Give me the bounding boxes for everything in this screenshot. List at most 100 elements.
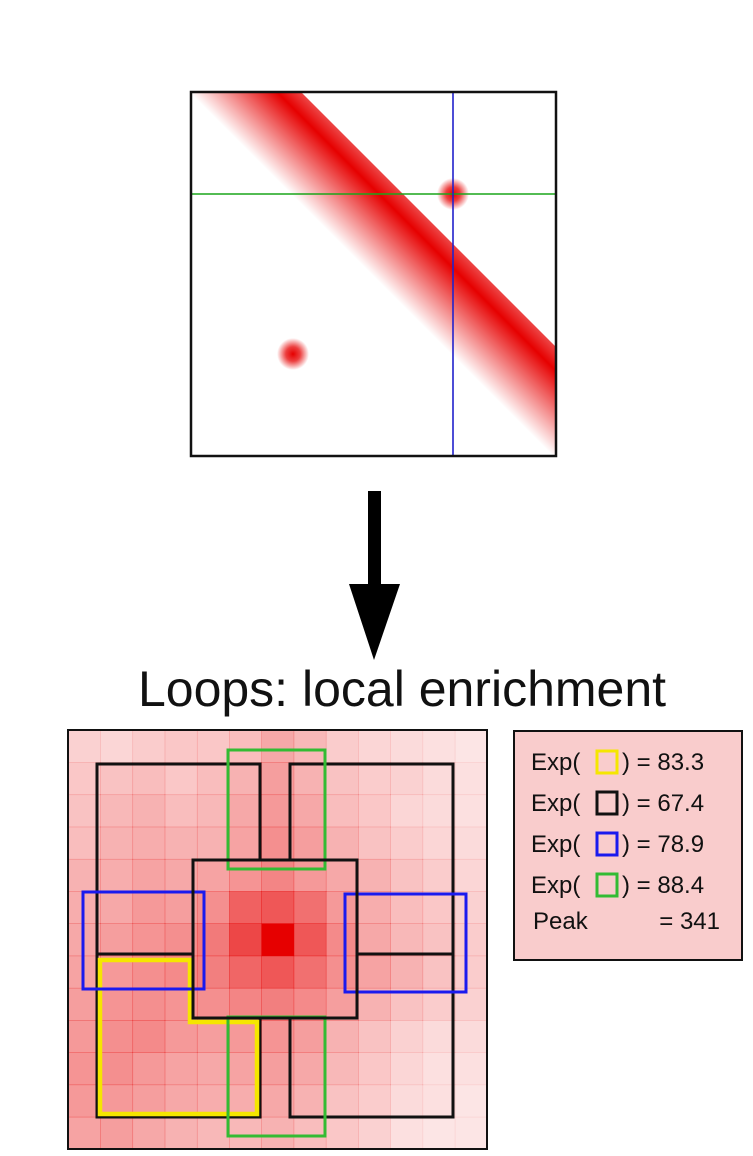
heatmap-cell [293, 762, 327, 796]
heatmap-cell [229, 891, 262, 924]
heatmap-cell [454, 858, 488, 892]
heatmap-cell [390, 1052, 424, 1086]
heatmap-cell [358, 891, 391, 924]
heatmap-cell [261, 955, 295, 989]
heatmap-cell [196, 1020, 230, 1053]
heatmap-cell [293, 794, 327, 828]
heatmap-cell [261, 858, 295, 892]
svg-text:Exp(: Exp( [531, 872, 580, 899]
heatmap-cell [454, 1020, 488, 1053]
horizontal-box-right [343, 892, 468, 994]
heatmap-cell [196, 826, 230, 860]
heatmap-cell [422, 1020, 456, 1053]
heatmap-cell [132, 891, 166, 924]
heatmap-cell [196, 762, 230, 796]
heatmap-cell [132, 1116, 166, 1150]
heatmap-cell [454, 826, 488, 860]
svg-text:Exp(: Exp( [531, 749, 580, 776]
heatmap-cell [454, 1116, 488, 1150]
caption: Loops: local enrichment [138, 661, 666, 717]
heatmap-cell [68, 1116, 101, 1150]
heatmap-cell [325, 1052, 359, 1086]
heatmap-cell [68, 1020, 101, 1053]
legend-swatch-green [595, 872, 619, 898]
heatmap-cell [293, 987, 327, 1021]
heatmap-cell [164, 794, 198, 828]
heatmap-cell [229, 826, 262, 860]
heatmap-cell [229, 955, 262, 989]
heatmap-cell [390, 730, 424, 763]
legend: Exp( ) = 83.3 Exp( ) = 67.4 Exp( ) = 78.… [513, 730, 743, 961]
heatmap-cell [422, 1052, 456, 1086]
heatmap-cell [100, 1116, 134, 1150]
heatmap-cell [100, 762, 134, 796]
heatmap-cell [390, 955, 424, 989]
heatmap-cell [100, 891, 134, 924]
legend-row: Exp( ) = 83.3 [531, 749, 704, 776]
heatmap-cell [358, 826, 391, 860]
heatmap-cell [422, 730, 456, 763]
legend-swatch-yellow [595, 749, 619, 775]
legend-box [513, 730, 743, 961]
heatmap-cell [229, 794, 262, 828]
heatmap-cell [196, 1052, 230, 1086]
horizontal-box-left [81, 890, 206, 991]
heatmap-cell [229, 762, 262, 796]
heatmap-cell [229, 923, 262, 957]
heatmap-cell [164, 762, 198, 796]
zoom-frame [67, 729, 488, 1150]
heatmap-cell [325, 762, 359, 796]
legend-row: Exp( ) = 67.4 [531, 790, 704, 817]
heatmap-cell [68, 794, 101, 828]
heatmap-cell [132, 794, 166, 828]
heatmap-cell [358, 923, 391, 957]
down-arrow-icon [349, 491, 400, 660]
heatmap-cell [454, 923, 488, 957]
heatmap-cell [390, 858, 424, 892]
heatmap-cell [454, 891, 488, 924]
legend-swatch-blue [595, 831, 619, 857]
svg-text:) = 78.9: ) = 78.9 [622, 831, 704, 858]
heatmap-cell [390, 1116, 424, 1150]
legend-swatch-black [595, 790, 619, 816]
legend-row: Exp( ) = 78.9 [531, 831, 704, 858]
heatmap-cell [358, 955, 391, 989]
heatmap-cell [196, 1116, 230, 1150]
svg-text:) = 88.4: ) = 88.4 [622, 872, 704, 899]
heatmap-cell [422, 794, 456, 828]
heatmap-cell [325, 794, 359, 828]
heatmap-cell [358, 1116, 391, 1150]
heatmap-cell [100, 858, 134, 892]
heatmap-cell [422, 923, 456, 957]
heatmap-cell [325, 955, 359, 989]
heatmap-cell [196, 923, 230, 957]
svg-text:Exp(: Exp( [531, 790, 580, 817]
contact-map [189, 90, 558, 458]
legend-peak-row: Peak = 341 [533, 908, 720, 935]
svg-text:= 341: = 341 [659, 908, 720, 935]
heatmap-cell [325, 891, 359, 924]
heatmap-cell [390, 891, 424, 924]
heatmap-cell [196, 987, 230, 1021]
heatmap-cell [358, 730, 391, 763]
heatmap-cell [293, 891, 327, 924]
heatmap-cell [164, 826, 198, 860]
zoom-panel [67, 729, 488, 1150]
heatmap-cell [325, 858, 359, 892]
heatmap-cell [68, 1052, 101, 1086]
heatmap-cell [68, 730, 101, 763]
diagonal-band [191, 92, 556, 456]
heatmap-cell [164, 1020, 198, 1053]
heatmap-cell [100, 1052, 134, 1086]
heatmap-cells [68, 730, 488, 1150]
heatmap-cell [325, 923, 359, 957]
heatmap-cell [229, 730, 262, 763]
heatmap-cell [454, 794, 488, 828]
heatmap-cell [325, 1116, 359, 1150]
heatmap-cell [390, 794, 424, 828]
contact-map-frame [189, 90, 558, 458]
heatmap-cell [164, 1116, 198, 1150]
heatmap-cell [422, 955, 456, 989]
heatmap-cell [422, 1084, 456, 1118]
heatmap-cell [422, 762, 456, 796]
